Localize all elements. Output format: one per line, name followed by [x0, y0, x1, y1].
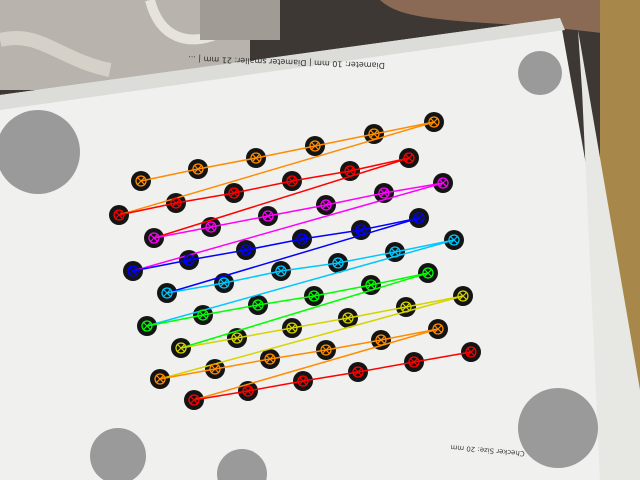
- row-line: [140, 121, 435, 182]
- corner-marker: [161, 287, 173, 299]
- corner-marker: [457, 290, 469, 302]
- corner-marker: [228, 187, 240, 199]
- corner-marker: [320, 199, 332, 211]
- corner-marker: [342, 312, 354, 324]
- row-connector-line: [153, 157, 410, 239]
- corner-marker: [308, 290, 320, 302]
- row-connector-line: [118, 121, 435, 216]
- corner-marker: [408, 356, 420, 368]
- corner-marker: [275, 265, 287, 277]
- corner-marker: [197, 309, 209, 321]
- corner-marker: [332, 257, 344, 269]
- corner-marker: [252, 299, 264, 311]
- row-line: [193, 351, 472, 401]
- corner-marker: [127, 265, 139, 277]
- corner-marker: [264, 353, 276, 365]
- board-shadow-edge: [0, 18, 565, 110]
- corner-marker: [148, 232, 160, 244]
- corner-marker: [403, 152, 415, 164]
- corner-marker: [141, 320, 153, 332]
- corner-marker: [135, 175, 147, 187]
- corner-marker: [437, 177, 449, 189]
- corner-marker: [432, 323, 444, 335]
- corner-marker: [355, 224, 367, 236]
- knob: [518, 51, 562, 95]
- row-line: [180, 295, 464, 349]
- corner-marker: [352, 366, 364, 378]
- knob: [518, 388, 598, 468]
- row-connector-line: [146, 239, 455, 327]
- corner-marker: [422, 267, 434, 279]
- corner-marker: [413, 212, 425, 224]
- corner-marker: [400, 301, 412, 313]
- corner-marker: [209, 363, 221, 375]
- box-edge: [200, 0, 280, 40]
- hand: [380, 0, 640, 40]
- cable: [0, 31, 112, 77]
- corner-marker: [365, 279, 377, 291]
- corner-marker: [218, 277, 230, 289]
- knob: [0, 110, 80, 194]
- board: [0, 18, 640, 480]
- corner-marker: [428, 116, 440, 128]
- corner-marker: [465, 346, 477, 358]
- corner-marker: [188, 394, 200, 406]
- board-right-edge: [578, 30, 640, 480]
- corner-marker: [240, 244, 252, 256]
- corner-marker: [378, 187, 390, 199]
- corner-marker: [320, 344, 332, 356]
- corner-marker: [231, 332, 243, 344]
- corner-marker: [375, 334, 387, 346]
- corner-marker: [344, 165, 356, 177]
- corner-marker: [250, 152, 262, 164]
- row-line: [153, 182, 444, 239]
- row-connector-line: [166, 217, 420, 294]
- corner-marker: [154, 373, 166, 385]
- row-line: [118, 157, 410, 216]
- corner-marker: [262, 210, 274, 222]
- corner-marker: [170, 197, 182, 209]
- corner-marker: [113, 209, 125, 221]
- corner-marker: [389, 246, 401, 258]
- corner-marker: [205, 221, 217, 233]
- row-line: [132, 217, 420, 272]
- corner-marker: [297, 375, 309, 387]
- corner-marker: [286, 322, 298, 334]
- row-connector-line: [159, 295, 464, 380]
- corner-marker: [175, 342, 187, 354]
- corner-marker: [192, 163, 204, 175]
- corner-marker: [242, 385, 254, 397]
- corner-marker: [296, 233, 308, 245]
- row-connector-line: [180, 272, 429, 349]
- knob: [217, 449, 267, 480]
- row-line: [166, 239, 455, 294]
- corner-marker: [286, 175, 298, 187]
- corner-marker: [309, 140, 321, 152]
- circle-grid: [109, 112, 481, 410]
- corner-marker: [183, 254, 195, 266]
- row-line: [146, 272, 429, 327]
- corner-marker: [448, 234, 460, 246]
- row-connector-line: [193, 328, 439, 401]
- corner-marker: [368, 128, 380, 140]
- knob: [90, 428, 146, 480]
- row-line: [159, 328, 439, 380]
